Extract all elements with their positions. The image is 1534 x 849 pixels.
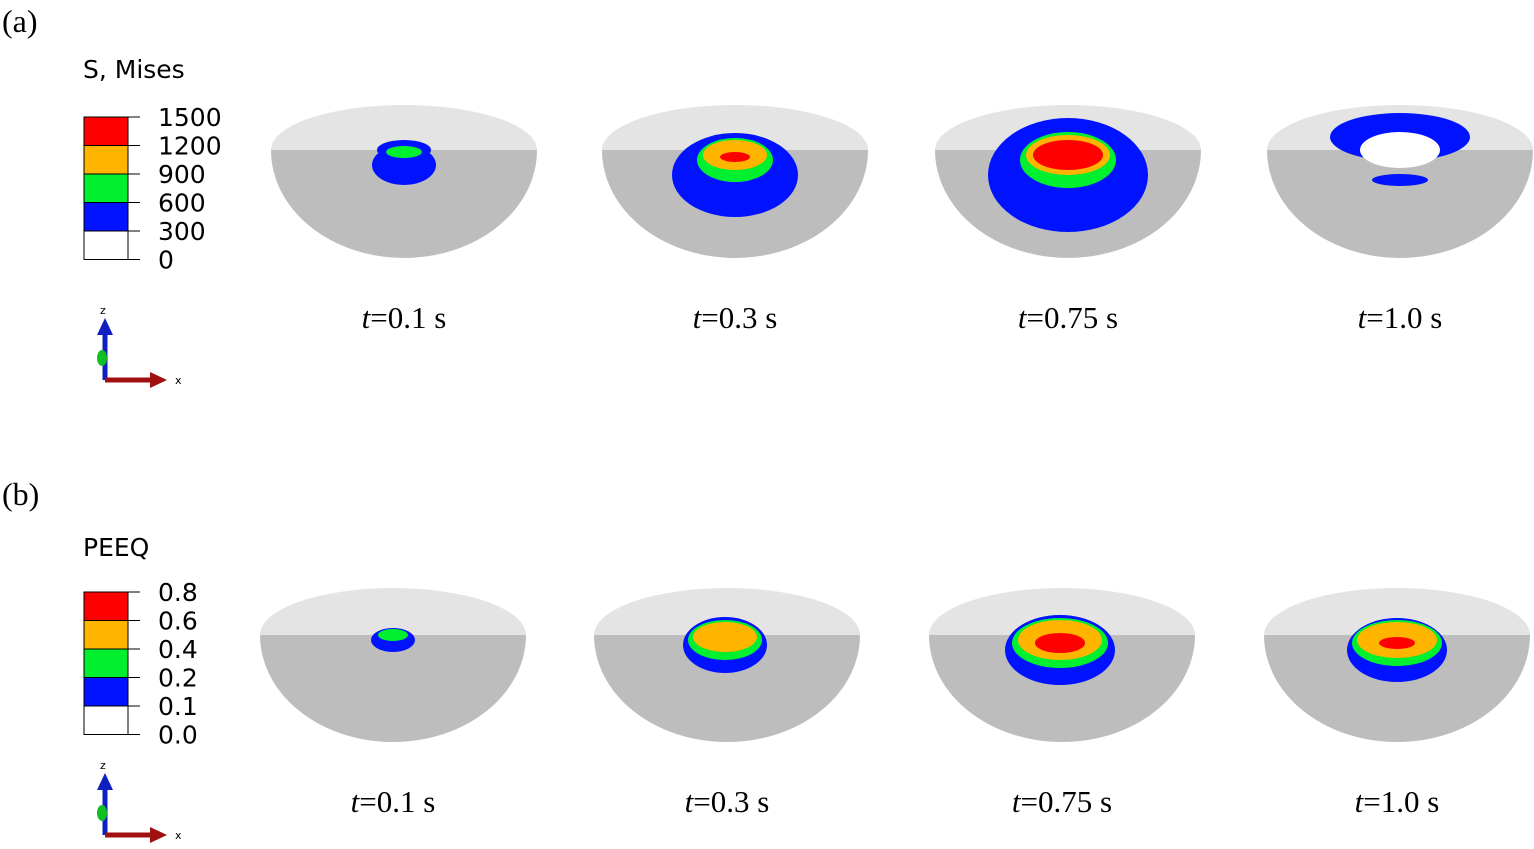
- legend-tick-label: 0.6: [158, 607, 198, 636]
- axis-x-label: x: [175, 829, 182, 842]
- time-label: t=1.0 s: [1358, 300, 1443, 335]
- legend-tick-label: 0.4: [158, 635, 198, 664]
- time-label: t=0.3 s: [693, 300, 778, 335]
- hemisphere-bottom: [1267, 150, 1533, 258]
- legend-tick-label: 0: [158, 246, 174, 275]
- time-var: t: [693, 300, 703, 335]
- contour: [1035, 633, 1085, 653]
- legend-swatch: [83, 173, 129, 203]
- time-var: t: [362, 300, 372, 335]
- time-value: =0.1 s: [370, 300, 446, 335]
- axis-x-label: x: [175, 374, 182, 387]
- legend-tick-label: 1200: [158, 132, 222, 161]
- hemisphere-top: [929, 588, 1195, 635]
- contour: [1033, 140, 1103, 170]
- time-var: t: [1355, 784, 1365, 819]
- legend-tick-label: 900: [158, 160, 206, 189]
- axis-y: [97, 805, 107, 821]
- legend-title: S, Mises: [83, 55, 185, 84]
- axis-z-head: [97, 773, 113, 790]
- time-value: =0.1 s: [359, 784, 435, 819]
- time-value: =0.3 s: [701, 300, 777, 335]
- panel-label: (a): [2, 3, 38, 39]
- time-var: t: [1012, 784, 1022, 819]
- legend-tick-label: 0.2: [158, 664, 198, 693]
- contour: [720, 152, 750, 162]
- time-value: =1.0 s: [1366, 300, 1442, 335]
- legend-tick-label: 0.0: [158, 721, 198, 750]
- legend-swatch: [83, 202, 129, 232]
- legend-swatch: [83, 620, 129, 650]
- time-label: t=0.3 s: [685, 784, 770, 819]
- time-value: =0.75 s: [1021, 784, 1113, 819]
- legend-tick-label: 300: [158, 217, 206, 246]
- time-value: =0.75 s: [1027, 300, 1119, 335]
- time-var: t: [1018, 300, 1028, 335]
- hemisphere-top: [260, 588, 526, 635]
- time-label: t=0.75 s: [1018, 300, 1118, 335]
- legend-title: PEEQ: [83, 533, 149, 562]
- hemisphere-bottom: [260, 635, 526, 742]
- time-label: t=0.1 s: [362, 300, 447, 335]
- time-var: t: [685, 784, 695, 819]
- contour: [378, 629, 408, 641]
- legend-tick-label: 600: [158, 189, 206, 218]
- legend-swatch: [83, 648, 129, 678]
- axis-x-head: [150, 827, 167, 843]
- contour: [693, 622, 757, 652]
- hemisphere-bottom: [1264, 635, 1530, 742]
- hemisphere-bottom: [271, 150, 537, 258]
- time-label: t=0.75 s: [1012, 784, 1112, 819]
- contour: [1379, 637, 1415, 649]
- panel-label: (b): [2, 476, 39, 512]
- legend-tick-label: 0.8: [158, 578, 198, 607]
- contour: [386, 146, 422, 158]
- time-var: t: [1358, 300, 1368, 335]
- hemisphere-top: [602, 105, 868, 150]
- time-value: =0.3 s: [693, 784, 769, 819]
- legend-swatch: [83, 230, 129, 260]
- legend-swatch: [83, 116, 129, 146]
- time-var: t: [351, 784, 361, 819]
- hemisphere-bottom: [594, 635, 860, 742]
- legend-tick-label: 0.1: [158, 692, 198, 721]
- hemisphere-top: [1264, 588, 1530, 635]
- time-value: =1.0 s: [1363, 784, 1439, 819]
- time-label: t=1.0 s: [1355, 784, 1440, 819]
- legend-swatch: [83, 705, 129, 735]
- axis-z-label: z: [100, 759, 106, 772]
- legend-swatch: [83, 591, 129, 621]
- legend-swatch: [83, 145, 129, 175]
- axis-z-head: [97, 318, 113, 335]
- contour: [1360, 132, 1440, 168]
- axis-z-label: z: [100, 304, 106, 317]
- legend-tick-label: 1500: [158, 103, 222, 132]
- legend-swatch: [83, 677, 129, 707]
- contour: [1372, 174, 1428, 186]
- time-label: t=0.1 s: [351, 784, 436, 819]
- axis-y: [97, 350, 107, 366]
- hemisphere-top: [271, 105, 537, 150]
- hemisphere-bottom: [929, 635, 1195, 742]
- axis-x-head: [150, 372, 167, 388]
- hemisphere-top: [594, 588, 860, 635]
